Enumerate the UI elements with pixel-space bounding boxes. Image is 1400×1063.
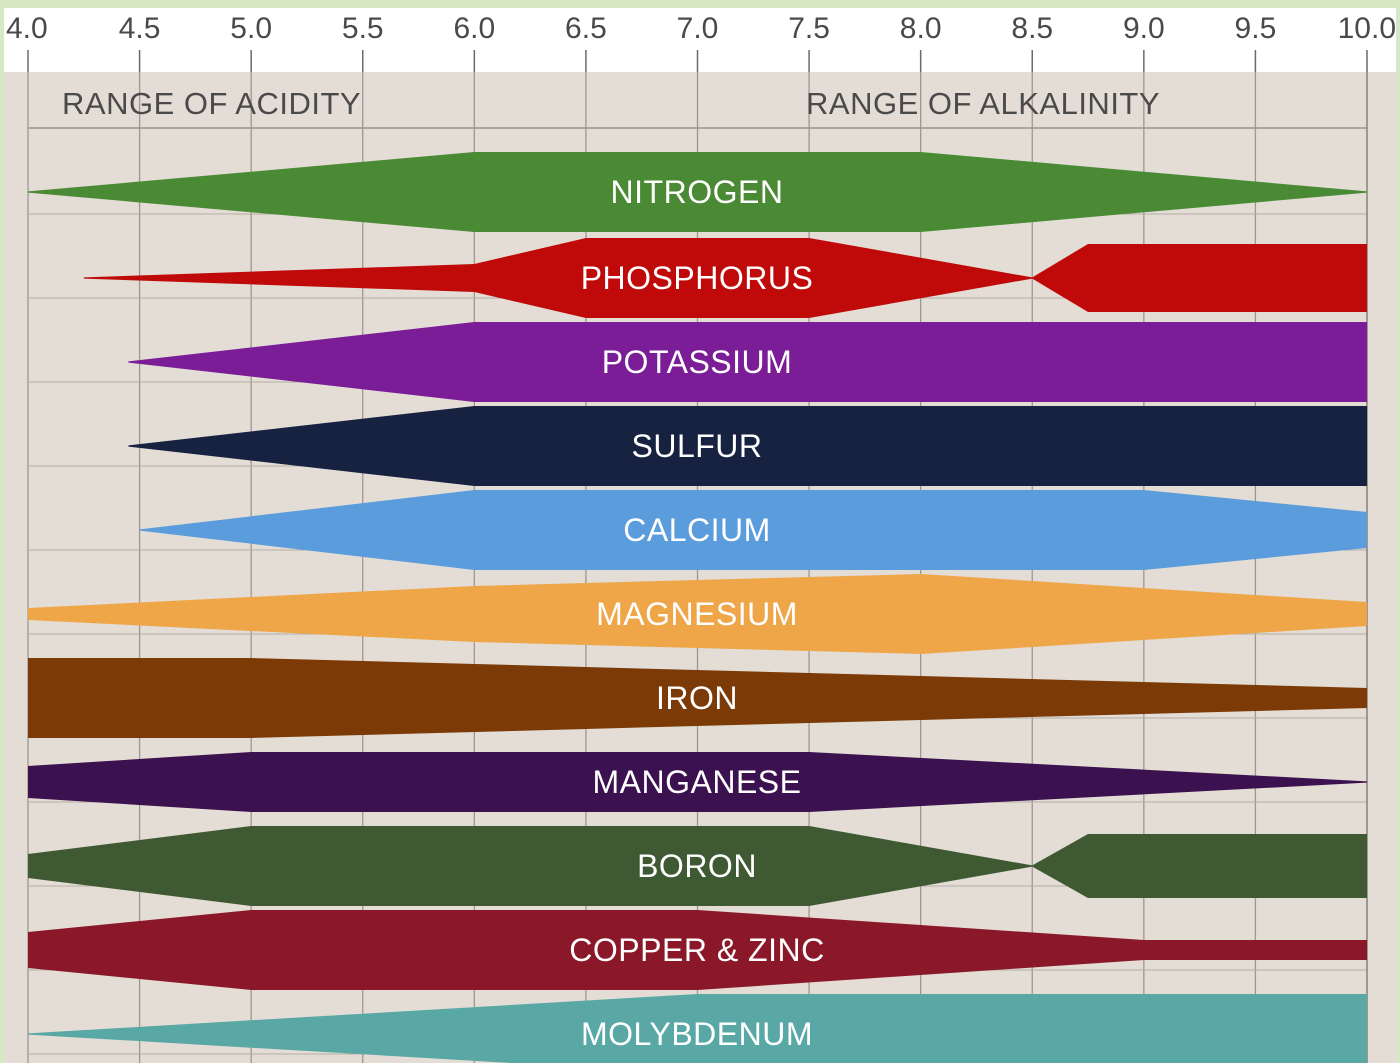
nutrient-bands: NITROGEN PHOSPHORUS POTASSIUM SULFUR CALCIUM… [28,152,1368,1063]
tick-label-8-5: 8.5 [1011,12,1053,45]
tick-label-6-5: 6.5 [565,12,607,45]
band-label-sulfur: SULFUR [631,428,762,464]
band-phosphorus [83,238,1367,318]
band-label-nitrogen: NITROGEN [611,174,784,210]
tick-label-8-0: 8.0 [900,12,942,45]
band-potassium [128,322,1367,402]
band-label-phosphorus: PHOSPHORUS [581,260,814,296]
tick-label-7-0: 7.0 [677,12,719,45]
tick-label-10-0: 10.0 [1338,12,1396,45]
band-label-molybdenum: MOLYBDENUM [581,1016,813,1052]
band-label-calcium: CALCIUM [623,512,771,548]
tick-label-5-0: 5.0 [230,12,272,45]
band-label-magnesium: MAGNESIUM [596,596,798,632]
band-calcium [139,490,1368,570]
band-label-copper-and-zinc: COPPER & ZINC [569,932,824,968]
range-of-acidity-label: RANGE OF ACIDITY [62,86,361,121]
tick-label-9-5: 9.5 [1235,12,1277,45]
band-nitrogen [28,152,1367,232]
tick-label-9-0: 9.0 [1123,12,1165,45]
tick-label-4-5: 4.5 [119,12,161,45]
tick-label-6-0: 6.0 [453,12,495,45]
band-boron [28,826,1367,906]
x-axis-ticks: 4.0 4.5 5.0 5.5 6.0 6.5 7.0 7.5 8.0 8.5 9.0 9.5 10.0 [6,12,1396,72]
band-label-potassium: POTASSIUM [602,344,793,380]
band-label-boron: BORON [637,848,757,884]
range-of-alkalinity-label: RANGE OF ALKALINITY [806,86,1160,121]
band-copper-and-zinc [28,910,1367,990]
axis-strip [4,8,1396,72]
band-sulfur [128,406,1367,486]
tick-label-5-5: 5.5 [342,12,384,45]
tick-label-4-0: 4.0 [6,12,48,45]
band-magnesium [28,574,1367,654]
band-molybdenum [28,994,1367,1063]
tick-label-7-5: 7.5 [788,12,830,45]
band-label-iron: IRON [656,680,738,716]
band-iron [28,658,1367,738]
band-label-manganese: MANGANESE [593,764,802,800]
band-manganese [28,752,1367,812]
